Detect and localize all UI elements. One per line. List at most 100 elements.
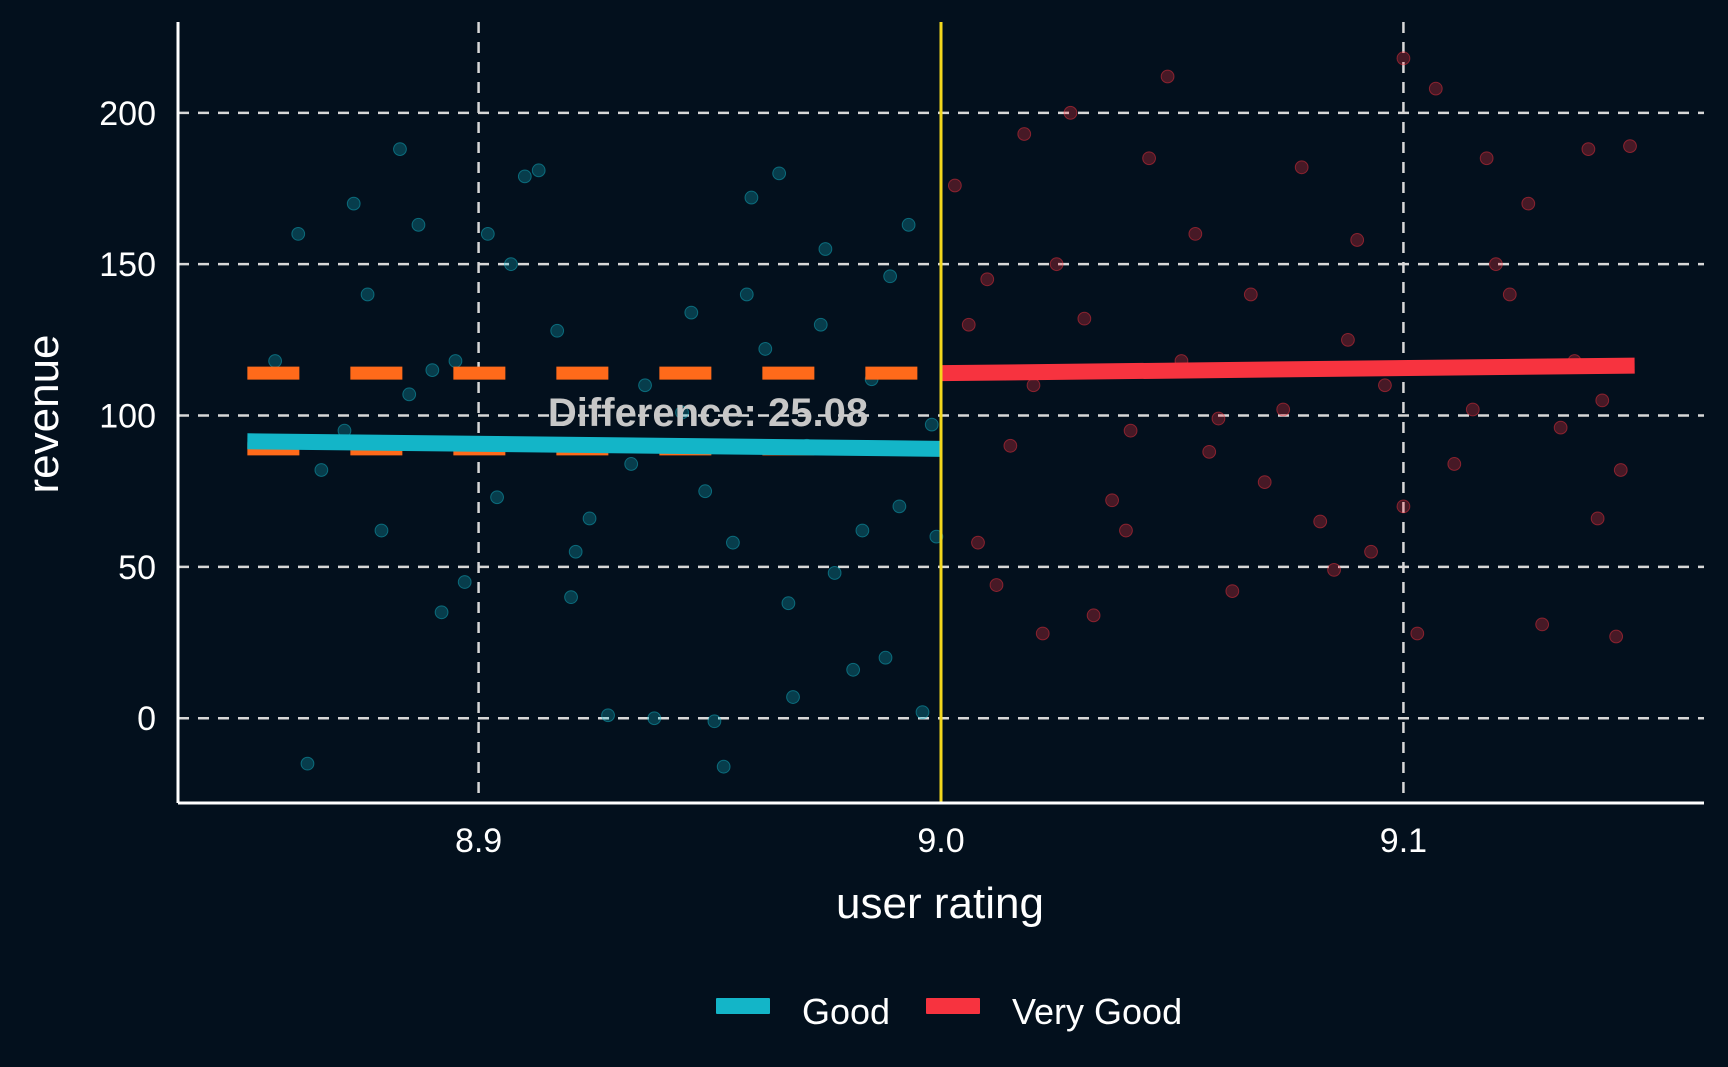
point-good-44 <box>504 257 518 272</box>
point-very-good-15 <box>1535 617 1550 632</box>
point-very-good-10 <box>1327 563 1341 577</box>
legend-key-good <box>716 998 770 1014</box>
y-tick-label-0: 0 <box>137 700 156 738</box>
point-good-22 <box>901 217 916 232</box>
point-good-52 <box>883 269 898 284</box>
point-very-good-34 <box>971 535 985 550</box>
point-very-good-9 <box>1294 160 1309 175</box>
point-good-9 <box>531 163 546 178</box>
point-good-16 <box>744 190 759 205</box>
point-good-30 <box>582 511 597 526</box>
point-very-good-1 <box>989 578 1004 592</box>
point-very-good-32 <box>1553 420 1568 435</box>
point-good-6 <box>448 354 463 368</box>
point-good-33 <box>726 535 740 550</box>
point-good-11 <box>601 708 615 723</box>
point-good-4 <box>411 217 426 232</box>
point-very-good-24 <box>1202 444 1217 459</box>
point-very-good-43 <box>1521 196 1536 211</box>
point-good-28 <box>490 490 504 505</box>
point-very-good-35 <box>1026 378 1041 393</box>
point-good-15 <box>716 759 731 774</box>
axes-layer: 0 50 100 150 200 8.9 9.0 9.1 <box>99 22 1704 860</box>
point-very-good-12 <box>1410 626 1425 641</box>
point-very-good-14 <box>1479 151 1494 166</box>
point-very-good-2 <box>1017 127 1032 141</box>
point-good-23 <box>915 705 930 720</box>
point-very-good-13 <box>1428 81 1443 96</box>
point-good-19 <box>818 242 833 256</box>
point-very-good-16 <box>1581 142 1596 157</box>
point-very-good-49 <box>1396 499 1411 514</box>
point-good-18 <box>786 690 800 704</box>
point-very-good-29 <box>1378 378 1392 393</box>
x-tick-label-8.9: 8.9 <box>455 822 502 860</box>
point-very-good-47 <box>1119 523 1133 538</box>
point-good-46 <box>638 378 652 393</box>
point-good-10 <box>564 590 578 605</box>
fit-line-very-good <box>940 357 1635 382</box>
point-very-good-28 <box>1350 233 1365 247</box>
point-very-good-4 <box>1063 105 1078 120</box>
point-good-40 <box>268 354 283 368</box>
point-good-39 <box>924 417 939 432</box>
difference-annotation: Difference: 25.08 <box>548 391 868 435</box>
point-very-good-33 <box>1590 511 1605 526</box>
point-very-good-40 <box>1341 332 1355 347</box>
point-good-0 <box>291 226 306 241</box>
point-very-good-27 <box>1313 514 1328 529</box>
x-axis-title: user rating <box>836 879 1044 928</box>
point-good-27 <box>457 575 472 589</box>
point-good-42 <box>360 287 375 302</box>
point-very-good-20 <box>1003 438 1018 453</box>
point-very-good-36 <box>1077 311 1092 326</box>
point-very-good-0 <box>947 178 962 193</box>
y-tick-label-100: 100 <box>99 398 156 436</box>
legend-key-very-good <box>926 998 980 1014</box>
point-good-8 <box>517 169 532 184</box>
point-good-20 <box>846 662 861 677</box>
y-tick-label-150: 150 <box>99 246 156 284</box>
point-very-good-21 <box>1049 257 1064 272</box>
legend: Good Very Good <box>716 991 1182 1032</box>
point-very-good-50 <box>1489 257 1503 272</box>
point-very-good-42 <box>1465 402 1480 417</box>
point-very-good-51 <box>1595 393 1610 408</box>
point-very-good-17 <box>1609 629 1624 644</box>
point-very-good-18 <box>1623 139 1637 154</box>
point-good-45 <box>568 544 583 559</box>
point-good-36 <box>827 566 842 580</box>
point-good-17 <box>772 166 787 181</box>
point-good-47 <box>698 484 713 499</box>
point-good-7 <box>480 226 495 241</box>
point-good-13 <box>684 305 699 320</box>
legend-label-good: Good <box>802 991 890 1032</box>
point-good-14 <box>707 714 722 729</box>
point-very-good-7 <box>1160 69 1175 84</box>
y-tick-label-200: 200 <box>99 95 156 133</box>
fit-line-good <box>247 433 942 457</box>
point-good-48 <box>739 287 754 302</box>
point-good-5 <box>425 363 440 378</box>
point-good-25 <box>374 523 389 538</box>
point-very-good-22 <box>1105 493 1119 508</box>
point-good-34 <box>758 342 773 356</box>
point-very-good-6 <box>1142 151 1156 166</box>
point-good-2 <box>346 196 361 211</box>
point-very-good-26 <box>1276 402 1291 417</box>
y-tick-label-50: 50 <box>118 549 156 587</box>
point-very-good-45 <box>1613 463 1628 477</box>
point-very-good-46 <box>980 272 995 287</box>
point-very-good-5 <box>1086 608 1101 623</box>
point-good-50 <box>813 317 828 332</box>
point-very-good-48 <box>1211 411 1226 426</box>
points-layer <box>268 51 1637 774</box>
legend-label-very-good: Very Good <box>1012 991 1182 1032</box>
point-very-good-25 <box>1243 287 1258 302</box>
point-good-29 <box>550 323 565 338</box>
point-good-51 <box>855 523 870 538</box>
point-good-49 <box>781 596 796 611</box>
point-very-good-3 <box>1035 626 1050 641</box>
